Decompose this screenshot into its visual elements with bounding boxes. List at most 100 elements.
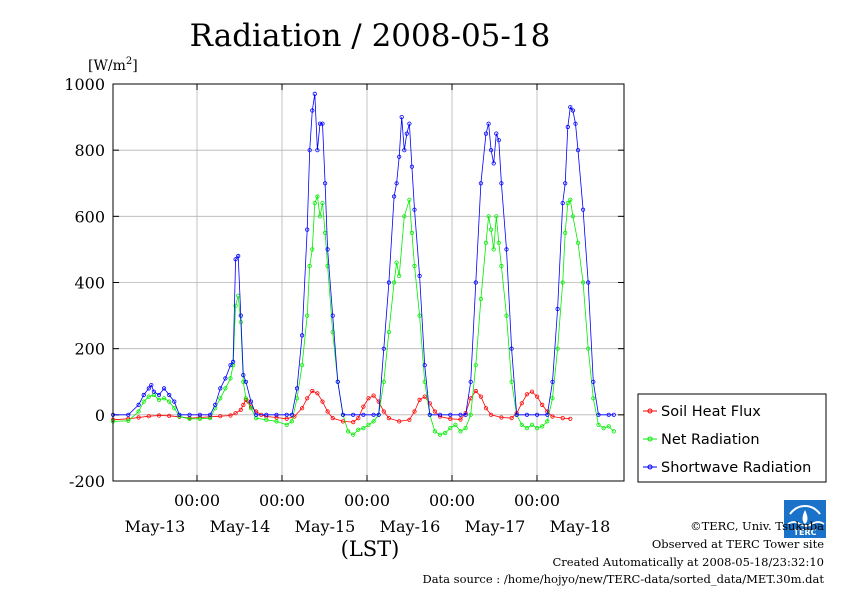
data-point bbox=[317, 214, 323, 219]
y-axis-unit: [W/m2] bbox=[88, 56, 138, 74]
data-point bbox=[351, 419, 356, 425]
legend-entry-label: Shortwave Radiation bbox=[661, 460, 811, 476]
data-point bbox=[524, 392, 530, 397]
data-point bbox=[560, 415, 565, 421]
data-point bbox=[315, 148, 320, 153]
data-point bbox=[422, 363, 427, 368]
x-tick-time-label: 00:00 bbox=[174, 491, 220, 510]
data-point bbox=[550, 379, 555, 384]
data-point bbox=[284, 412, 289, 417]
data-point bbox=[586, 346, 591, 351]
x-day-label: May-14 bbox=[210, 517, 271, 536]
data-point bbox=[386, 329, 391, 335]
data-point bbox=[320, 201, 325, 206]
data-point bbox=[330, 415, 335, 421]
data-point bbox=[448, 416, 453, 421]
data-point bbox=[499, 181, 504, 186]
x-axis-ticks: 00:00 00:00 00:00 00:00 00:00 May-13 May-14 May… bbox=[125, 84, 610, 536]
data-point bbox=[208, 412, 213, 417]
data-point bbox=[310, 247, 315, 252]
data-point bbox=[371, 412, 376, 417]
data-point bbox=[146, 414, 151, 419]
data-point bbox=[494, 131, 499, 136]
data-point bbox=[555, 346, 560, 351]
data-point bbox=[146, 386, 151, 391]
data-point bbox=[361, 425, 366, 431]
data-point bbox=[264, 412, 269, 417]
data-point bbox=[417, 397, 422, 402]
data-point bbox=[580, 207, 586, 212]
legend: Soil Heat Flux Net Radiation Shortwave Rad… bbox=[637, 393, 827, 483]
data-point bbox=[397, 419, 402, 424]
data-point bbox=[417, 313, 422, 318]
data-point bbox=[458, 412, 463, 417]
data-point bbox=[289, 412, 294, 417]
data-point bbox=[486, 121, 491, 126]
y-tick-label: 1000 bbox=[64, 75, 105, 94]
data-point bbox=[340, 412, 346, 417]
data-point bbox=[483, 406, 489, 411]
series-line bbox=[112, 194, 615, 436]
data-point bbox=[391, 280, 397, 285]
data-point bbox=[488, 412, 494, 417]
data-point bbox=[509, 346, 514, 351]
data-point bbox=[233, 257, 238, 262]
data-point bbox=[412, 207, 417, 212]
data-point bbox=[524, 425, 530, 431]
data-point bbox=[177, 412, 182, 417]
data-point bbox=[586, 280, 591, 285]
data-point bbox=[496, 138, 501, 143]
x-tick-time-label: 00:00 bbox=[344, 491, 390, 510]
data-point bbox=[391, 194, 397, 199]
data-point bbox=[448, 412, 453, 417]
data-point bbox=[596, 412, 601, 417]
data-point bbox=[570, 214, 576, 219]
series-line bbox=[113, 93, 614, 416]
data-point bbox=[486, 214, 491, 219]
data-point bbox=[361, 412, 366, 417]
y-tick-label: 400 bbox=[74, 274, 105, 293]
data-point bbox=[478, 394, 483, 399]
data-point bbox=[315, 391, 320, 396]
data-point bbox=[404, 131, 409, 136]
data-point bbox=[473, 280, 478, 285]
credit-site: Observed at TERC Tower site bbox=[651, 537, 824, 551]
data-point bbox=[491, 247, 496, 252]
data-point bbox=[325, 263, 330, 269]
x-day-label: May-13 bbox=[125, 517, 186, 536]
data-point bbox=[468, 412, 473, 417]
x-day-label: May-17 bbox=[465, 517, 526, 536]
x-day-label: May-16 bbox=[380, 517, 441, 536]
credit-source: Data source : /home/hojyo/new/TERC-data/… bbox=[422, 572, 824, 586]
data-point bbox=[187, 412, 192, 417]
data-point bbox=[312, 91, 317, 97]
data-point bbox=[356, 427, 361, 432]
data-point bbox=[550, 396, 555, 401]
data-point bbox=[473, 388, 478, 394]
data-point bbox=[463, 412, 468, 417]
data-point bbox=[299, 333, 305, 338]
series-net-radiation bbox=[110, 194, 616, 437]
data-point bbox=[509, 415, 514, 421]
data-point bbox=[238, 407, 243, 412]
data-point bbox=[488, 148, 494, 153]
series-shortwave-radiation bbox=[110, 91, 616, 417]
data-point bbox=[322, 181, 328, 186]
data-point bbox=[241, 402, 246, 407]
data-point bbox=[310, 108, 315, 113]
data-point bbox=[483, 131, 489, 136]
data-point bbox=[381, 409, 386, 414]
x-tick-time-label: 00:00 bbox=[429, 491, 475, 510]
x-tick-time-label: 00:00 bbox=[514, 491, 560, 510]
data-point bbox=[238, 313, 243, 318]
legend-entry-label: Net Radiation bbox=[661, 432, 760, 448]
data-point bbox=[274, 419, 279, 424]
data-point bbox=[568, 197, 573, 202]
data-point bbox=[409, 164, 414, 169]
data-point bbox=[568, 416, 573, 421]
data-point bbox=[317, 121, 323, 126]
data-point bbox=[381, 346, 386, 351]
data-point bbox=[397, 273, 402, 278]
data-point bbox=[264, 417, 269, 422]
data-point bbox=[563, 181, 568, 186]
